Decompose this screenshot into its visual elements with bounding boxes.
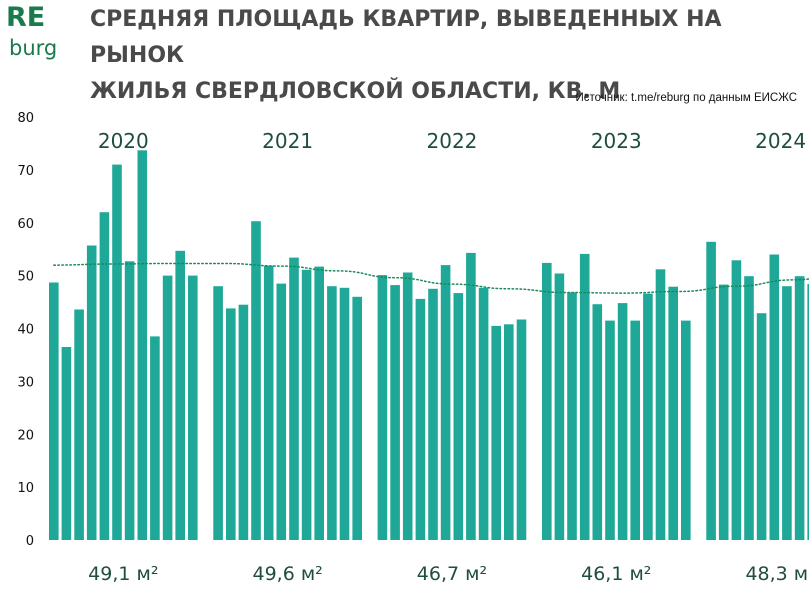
y-tick-label: 10 bbox=[17, 481, 34, 496]
bar bbox=[554, 273, 565, 540]
bar bbox=[137, 150, 148, 541]
bar bbox=[112, 164, 122, 540]
bar bbox=[86, 245, 97, 540]
year-label: 2020 bbox=[98, 129, 149, 153]
bar bbox=[731, 260, 742, 540]
bar bbox=[276, 283, 287, 540]
bar bbox=[630, 320, 640, 540]
year-label: 2023 bbox=[591, 129, 642, 153]
bar bbox=[592, 304, 603, 540]
bar bbox=[61, 347, 72, 540]
bar bbox=[807, 284, 809, 540]
bar bbox=[226, 308, 236, 540]
bar bbox=[516, 319, 527, 540]
bar bbox=[251, 221, 261, 540]
y-tick-label: 50 bbox=[17, 270, 34, 285]
bar bbox=[643, 293, 653, 540]
bar bbox=[504, 324, 514, 540]
bar bbox=[718, 284, 729, 540]
bar bbox=[150, 336, 160, 540]
bar bbox=[567, 292, 577, 540]
year-label: 2021 bbox=[262, 129, 313, 153]
bar bbox=[327, 286, 337, 540]
bar bbox=[782, 286, 792, 540]
bar bbox=[390, 285, 400, 540]
bar bbox=[655, 269, 666, 540]
reburg-logo: RE burg bbox=[4, 2, 64, 62]
chart-title: СРЕДНЯЯ ПЛОЩАДЬ КВАРТИР, ВЫВЕДЕННЫХ НА Р… bbox=[90, 2, 790, 110]
year-label: 2022 bbox=[427, 129, 478, 153]
bar bbox=[579, 253, 590, 540]
bar bbox=[175, 250, 185, 541]
bar bbox=[314, 266, 324, 540]
y-tick-label: 0 bbox=[26, 534, 34, 549]
bar bbox=[491, 325, 501, 540]
bar bbox=[744, 276, 754, 540]
bar bbox=[339, 287, 350, 540]
bar bbox=[352, 296, 362, 540]
logo-burg: burg bbox=[9, 36, 58, 60]
y-tick-label: 40 bbox=[17, 323, 34, 338]
year-average-label: 48,3 м² bbox=[745, 563, 809, 585]
year-average-label: 49,1 м² bbox=[88, 563, 158, 585]
y-tick-label: 60 bbox=[17, 217, 34, 232]
y-tick-label: 80 bbox=[17, 111, 34, 126]
bar bbox=[162, 275, 173, 540]
bar bbox=[289, 257, 299, 540]
y-tick-label: 20 bbox=[17, 428, 34, 443]
bar bbox=[301, 269, 312, 540]
trend-line bbox=[53, 262, 809, 294]
logo-re: RE bbox=[6, 2, 46, 33]
bar bbox=[466, 252, 476, 540]
bar bbox=[428, 288, 438, 540]
bar bbox=[238, 304, 249, 540]
bar bbox=[213, 286, 223, 540]
bar bbox=[74, 309, 84, 540]
bar bbox=[402, 272, 413, 540]
bar bbox=[668, 286, 678, 540]
bar bbox=[263, 265, 274, 540]
bar bbox=[99, 212, 110, 540]
bar bbox=[769, 254, 780, 540]
bar bbox=[124, 261, 135, 540]
year-average-label: 46,1 м² bbox=[581, 563, 651, 585]
chart-title-line-2: ЖИЛЬЯ СВЕРДЛОВСКОЙ ОБЛАСТИ, КВ. М bbox=[90, 79, 621, 104]
year-average-label: 46,7 м² bbox=[417, 563, 487, 585]
bar bbox=[49, 282, 59, 540]
bar bbox=[415, 298, 426, 540]
bar bbox=[453, 293, 464, 540]
bar bbox=[188, 275, 198, 540]
bar bbox=[794, 276, 805, 540]
bar bbox=[542, 262, 552, 540]
year-label: 2024 bbox=[755, 129, 806, 153]
bar bbox=[605, 320, 615, 540]
bar bbox=[681, 320, 691, 540]
bar bbox=[377, 275, 388, 540]
source-note: Источник: t.me/reburg по данным ЕИСЖС bbox=[575, 92, 797, 104]
year-average-label: 49,6 м² bbox=[252, 563, 322, 585]
y-tick-label: 70 bbox=[17, 164, 34, 179]
y-tick-label: 30 bbox=[17, 375, 34, 390]
bar bbox=[440, 265, 451, 540]
bar bbox=[617, 303, 628, 540]
bar bbox=[478, 287, 489, 540]
bar bbox=[706, 241, 716, 541]
chart-title-line-1: СРЕДНЯЯ ПЛОЩАДЬ КВАРТИР, ВЫВЕДЕННЫХ НА Р… bbox=[90, 7, 722, 68]
bar bbox=[756, 313, 767, 540]
